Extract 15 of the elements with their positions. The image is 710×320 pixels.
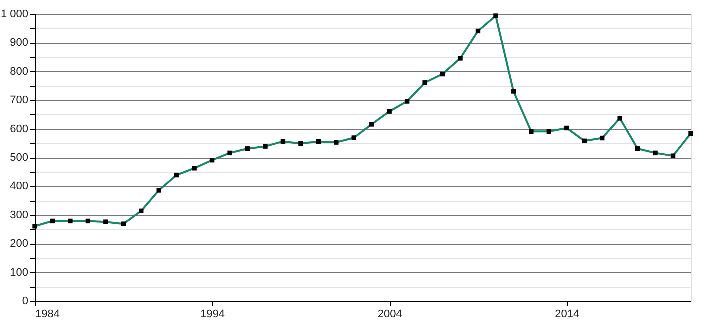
y-tick-label: 900 bbox=[10, 37, 28, 50]
y-tick-label: 800 bbox=[10, 66, 28, 78]
y-tick-label: 100 bbox=[10, 266, 28, 279]
y-tick-label: 700 bbox=[10, 94, 28, 107]
x-tick-label: 1994 bbox=[200, 308, 226, 320]
y-tick-label: 1 000 bbox=[0, 8, 28, 20]
y-tick-label: 600 bbox=[10, 123, 28, 136]
y-tick-label: 500 bbox=[10, 152, 28, 164]
x-tick-label: 2004 bbox=[378, 308, 402, 320]
x-tick-label: 1984 bbox=[36, 308, 60, 320]
y-tick-label: 300 bbox=[10, 209, 28, 222]
y-tick-label: 200 bbox=[10, 238, 28, 250]
x-tick-label: 2014 bbox=[555, 308, 580, 320]
y-tick-label: 0 bbox=[22, 296, 28, 308]
y-tick-label: 400 bbox=[10, 180, 28, 193]
